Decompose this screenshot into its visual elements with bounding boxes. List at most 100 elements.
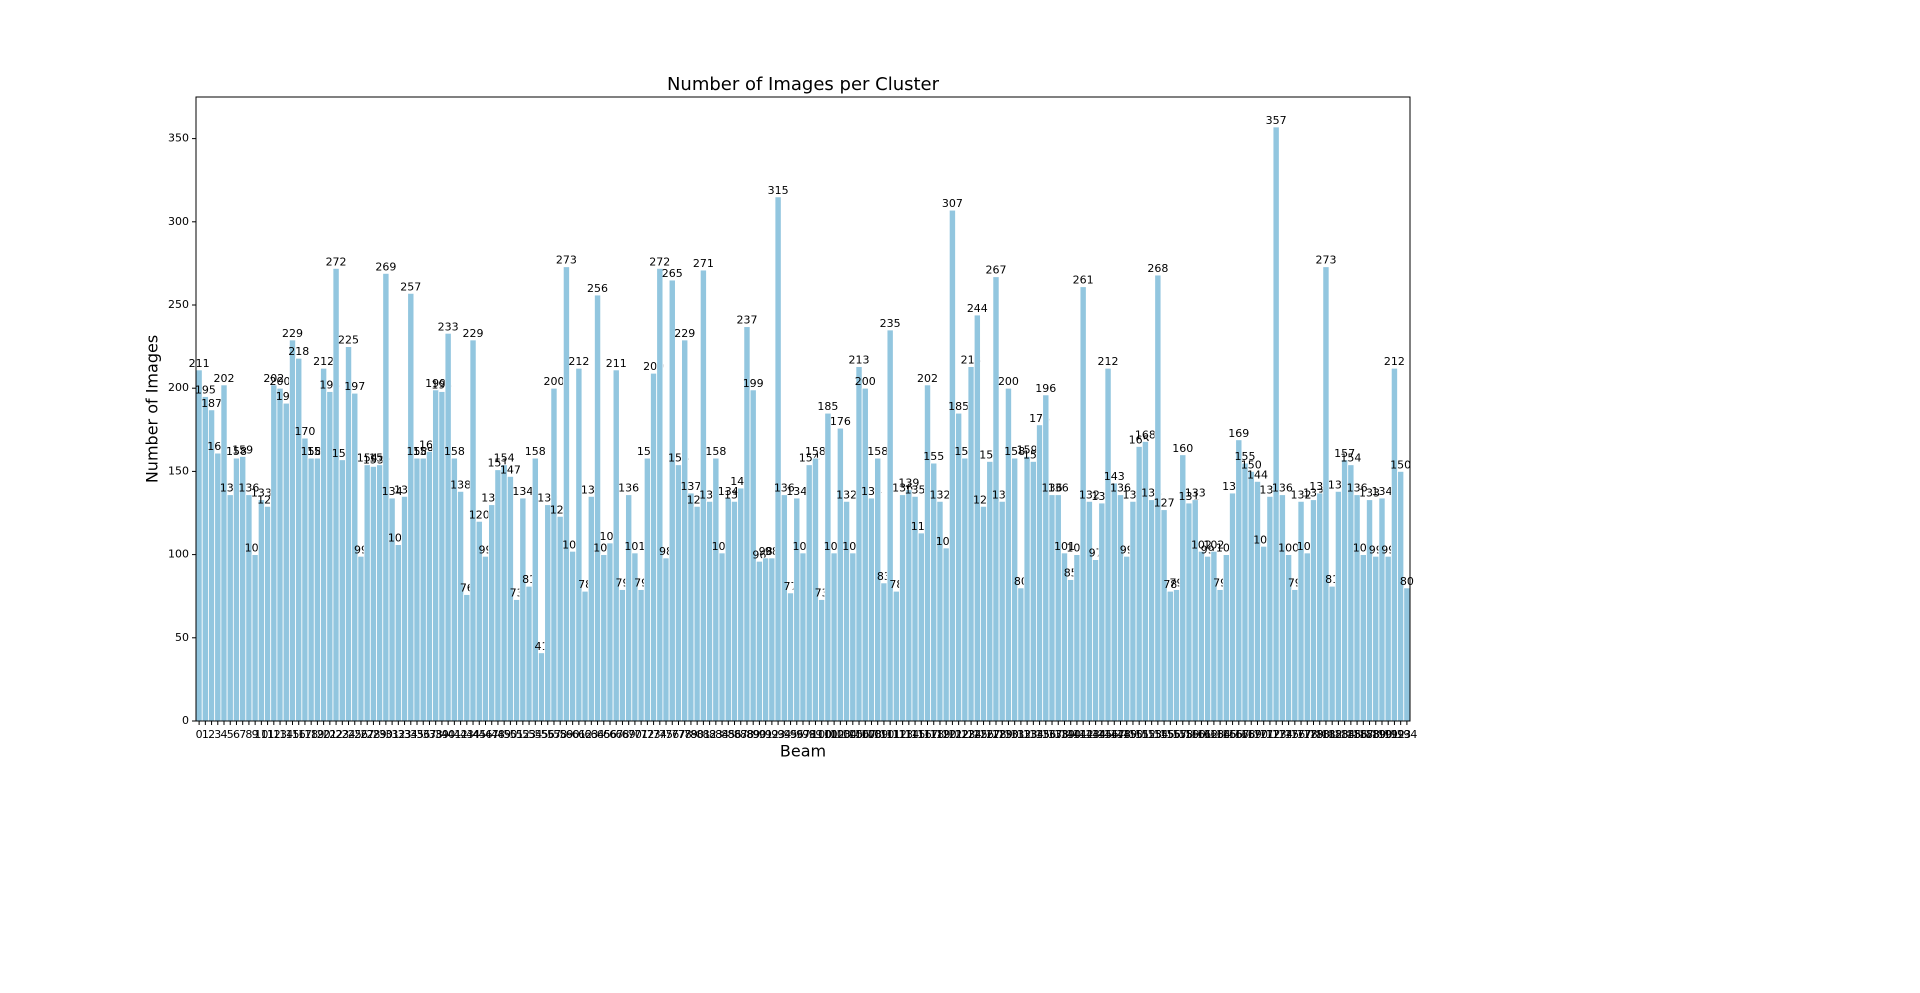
bar <box>1173 589 1181 722</box>
plot-area: 0501001502002503003500211119521873161420… <box>168 114 1417 741</box>
value-label: 132 <box>1079 488 1100 501</box>
bar <box>301 437 309 722</box>
bar <box>513 599 521 722</box>
x-tick-label: 107 <box>855 728 876 741</box>
x-tick-label: 151 <box>1129 728 1150 741</box>
value-label: 138 <box>450 478 471 491</box>
bar <box>618 589 626 722</box>
x-tick-label: 186 <box>1347 728 1368 741</box>
value-label: 78 <box>1163 578 1177 591</box>
bar <box>488 504 496 722</box>
x-tick-label: 34 <box>404 728 418 741</box>
x-tick-label: 120 <box>936 728 957 741</box>
x-tick-label: 184 <box>1334 728 1355 741</box>
x-tick-label: 33 <box>398 728 412 741</box>
value-label: 134 <box>382 485 403 498</box>
x-tick-label: 66 <box>603 728 617 741</box>
value-label: 195 <box>195 384 216 397</box>
bar <box>195 369 203 722</box>
bar <box>1359 554 1367 722</box>
value-label: 233 <box>438 320 459 333</box>
value-label: 134 <box>512 485 533 498</box>
value-label: 137 <box>680 480 701 493</box>
x-tick-label: 145 <box>1091 728 1112 741</box>
bar <box>650 372 658 722</box>
x-tick-label: 35 <box>410 728 424 741</box>
x-tick-label: 163 <box>1203 728 1224 741</box>
y-axis-label: Number of Images <box>143 335 162 483</box>
bar <box>805 464 813 722</box>
x-tick-label: 9 <box>252 728 259 741</box>
bar <box>1160 509 1168 722</box>
bar <box>363 464 371 722</box>
value-label: 98 <box>759 545 773 558</box>
value-label: 153 <box>363 453 384 466</box>
bar <box>519 497 527 722</box>
bar <box>575 367 583 722</box>
x-tick-label: 142 <box>1073 728 1094 741</box>
bar <box>625 494 633 722</box>
y-tick-label: 0 <box>182 714 189 727</box>
value-label: 315 <box>768 184 789 197</box>
x-tick-label: 100 <box>811 728 832 741</box>
x-tick-label: 57 <box>547 728 561 741</box>
bar <box>1347 464 1355 722</box>
bar <box>295 357 303 722</box>
value-label: 218 <box>288 345 309 358</box>
value-label: 158 <box>525 445 546 458</box>
value-label: 176 <box>830 415 851 428</box>
value-label: 158 <box>407 445 428 458</box>
bar <box>899 494 907 722</box>
bar <box>600 554 608 722</box>
bar <box>1166 590 1174 722</box>
bar <box>1067 579 1075 722</box>
bar <box>1011 457 1019 722</box>
bar <box>407 292 415 722</box>
bar <box>438 391 446 722</box>
bar <box>917 532 925 722</box>
value-label: 200 <box>543 375 564 388</box>
bar <box>737 487 745 722</box>
x-tick-label: 160 <box>1185 728 1206 741</box>
x-tick-label: 21 <box>323 728 337 741</box>
x-tick-label: 133 <box>1017 728 1038 741</box>
value-label: 136 <box>1110 482 1131 495</box>
value-label: 197 <box>344 380 365 393</box>
x-tick-label: 178 <box>1297 728 1318 741</box>
value-label: 271 <box>693 257 714 270</box>
bar <box>1073 554 1081 722</box>
value-label: 102 <box>1191 538 1212 551</box>
value-label: 229 <box>282 327 303 340</box>
x-tick-label: 95 <box>784 728 798 741</box>
bar <box>973 314 981 722</box>
x-tick-label: 16 <box>292 728 306 741</box>
bar <box>1309 499 1318 722</box>
x-tick-label: 109 <box>867 728 888 741</box>
x-tick-label: 51 <box>510 728 524 741</box>
x-tick-label: 134 <box>1023 728 1044 741</box>
bar <box>469 339 477 722</box>
bar <box>282 402 290 722</box>
bar <box>245 494 253 722</box>
value-label: 244 <box>967 302 988 315</box>
x-tick-label: 194 <box>1396 728 1417 741</box>
value-label: 136 <box>1042 482 1063 495</box>
bar <box>1266 495 1274 722</box>
bar <box>1322 266 1330 722</box>
x-tick-label: 170 <box>1247 728 1268 741</box>
value-label: 199 <box>425 377 446 390</box>
x-tick-label: 73 <box>647 728 661 741</box>
value-label: 133 <box>251 487 272 500</box>
bar <box>1092 559 1100 722</box>
value-label: 202 <box>214 372 235 385</box>
x-tick-label: 127 <box>979 728 1000 741</box>
bar <box>693 505 701 722</box>
bar <box>220 384 228 722</box>
x-tick-label: 90 <box>752 728 766 741</box>
value-label: 237 <box>736 314 757 327</box>
value-label: 261 <box>1073 274 1094 287</box>
x-tick-label: 76 <box>665 728 679 741</box>
bar <box>1372 555 1380 722</box>
value-label: 101 <box>624 540 645 553</box>
x-tick-label: 189 <box>1365 728 1386 741</box>
